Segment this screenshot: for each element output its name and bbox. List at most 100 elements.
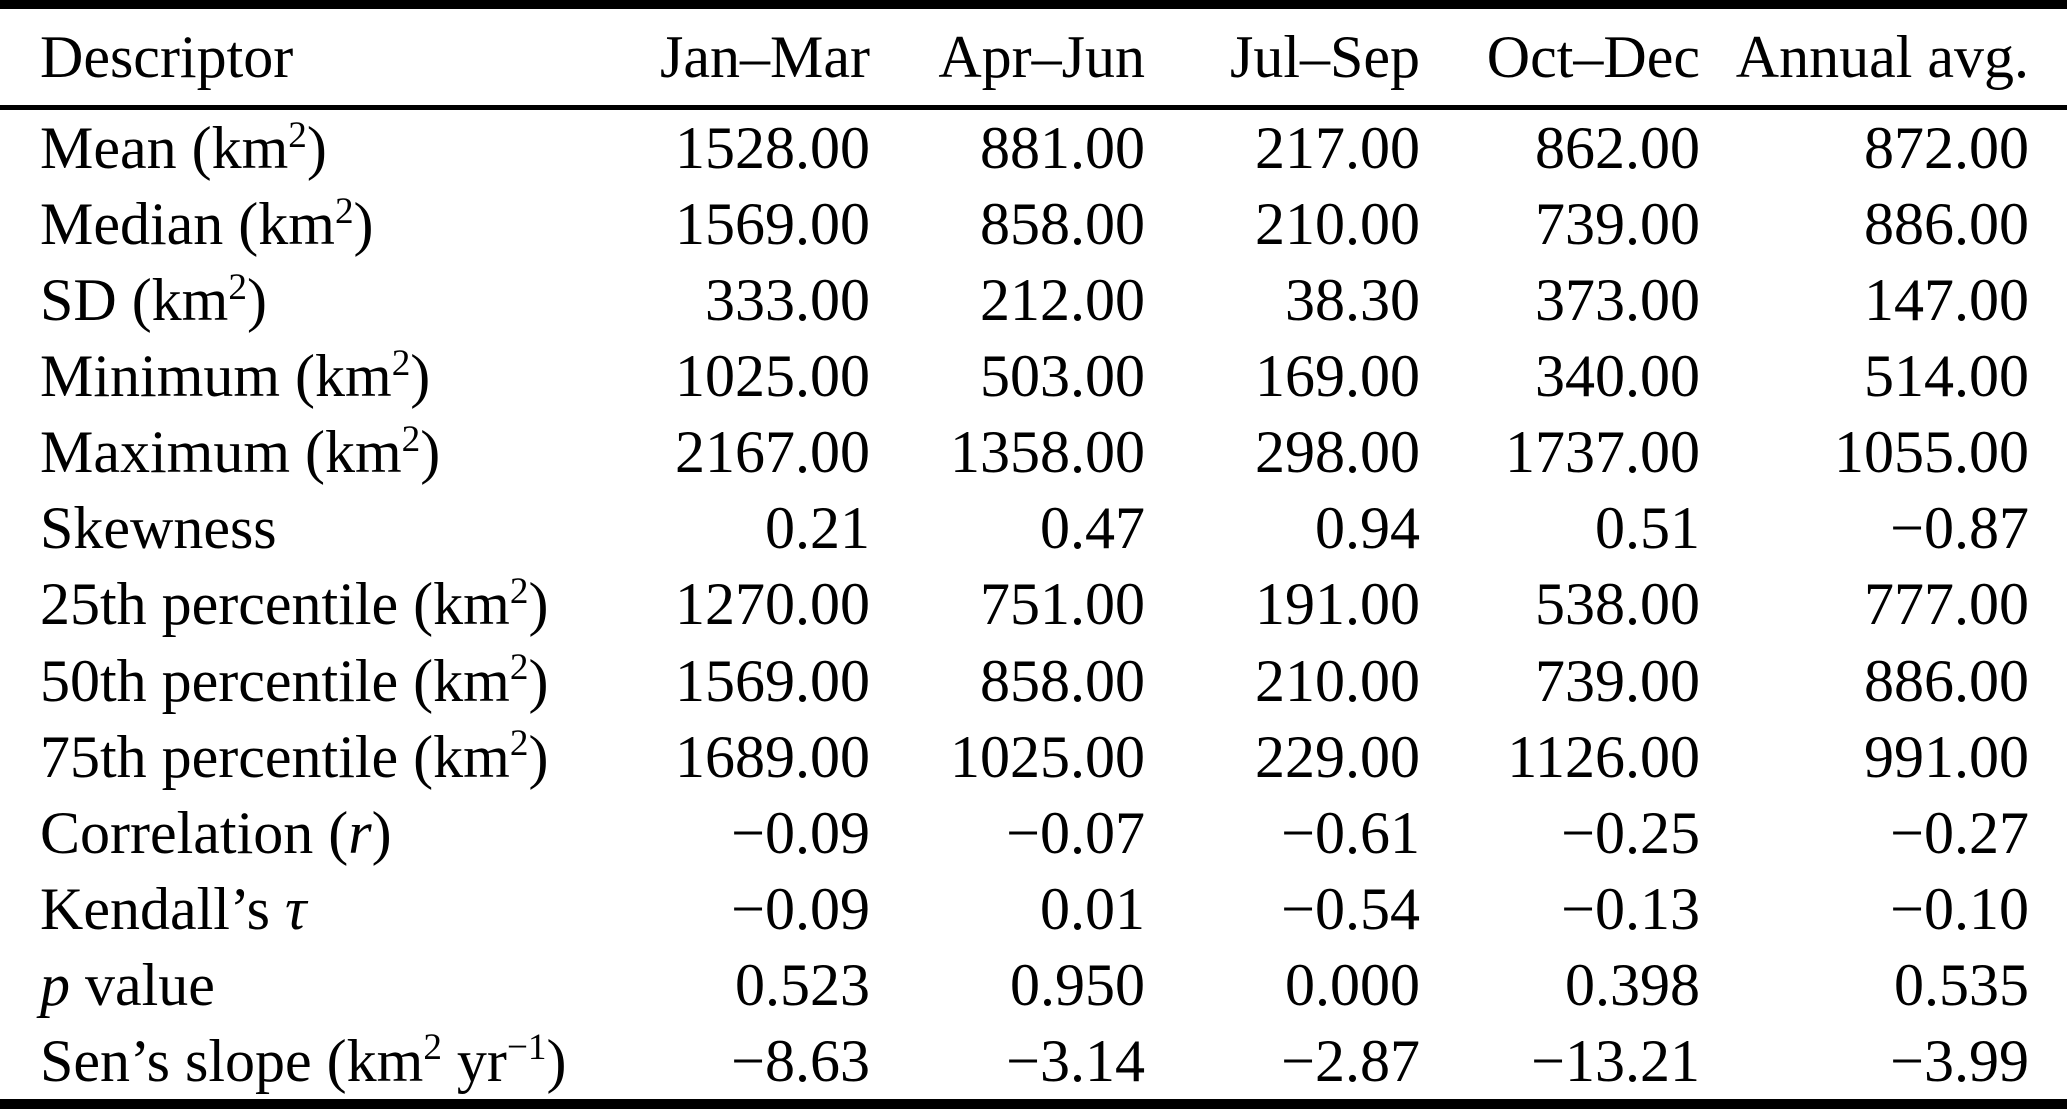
value-cell-q2: 1358.00 (950, 419, 1145, 486)
column-header-annual: Annual avg. (1700, 9, 2067, 110)
value-cell-q2: 751.00 (980, 571, 1145, 638)
table-row: Skewness 0.21 0.47 0.94 0.51 −0.87 (0, 490, 2067, 566)
column-header-descriptor: Descriptor (0, 9, 640, 110)
value-cell-q3: 210.00 (1255, 647, 1420, 714)
table-row: Mean (km2) 1528.00 881.00 217.00 862.00 872.0… (0, 108, 2067, 187)
row-label: Sen’s slope (km2 yr−1) (40, 1027, 567, 1094)
row-label: Maximum (km2) (40, 418, 441, 486)
value-cell-q4: 340.00 (1535, 343, 1700, 410)
value-cell-q1: 1569.00 (675, 191, 870, 258)
value-cell-q2: 1025.00 (950, 723, 1145, 790)
value-cell-q1: −8.63 (731, 1027, 870, 1094)
column-header-q1: Jan–Mar (640, 9, 870, 110)
value-cell-annual: −0.10 (1890, 875, 2029, 942)
value-cell-q4: 1126.00 (1507, 723, 1700, 790)
column-header-q4: Oct–Dec (1420, 9, 1700, 110)
value-cell-q3: 298.00 (1255, 419, 1420, 486)
table-row: Kendall’s τ −0.09 0.01 −0.54 −0.13 −0.10 (0, 871, 2067, 947)
value-cell-q1: 333.00 (705, 267, 870, 334)
value-cell-q4: 538.00 (1535, 571, 1700, 638)
value-cell-q1: −0.09 (731, 799, 870, 866)
table-row: 75th percentile (km2) 1689.00 1025.00 229.0… (0, 719, 2067, 795)
value-cell-annual: 872.00 (1864, 115, 2029, 182)
value-cell-q4: −13.21 (1531, 1027, 1700, 1094)
value-cell-annual: 777.00 (1864, 571, 2029, 638)
value-cell-annual: 886.00 (1864, 647, 2029, 714)
row-label: Minimum (km2) (40, 342, 431, 410)
value-cell-q1: 2167.00 (675, 419, 870, 486)
value-cell-q1: 1689.00 (675, 723, 870, 790)
value-cell-q1: 1569.00 (675, 647, 870, 714)
value-cell-q4: 0.398 (1565, 951, 1700, 1018)
value-cell-q2: 0.950 (1010, 951, 1145, 1018)
value-cell-q4: −0.13 (1561, 875, 1700, 942)
value-cell-q3: 0.94 (1315, 495, 1420, 562)
column-header-q3: Jul–Sep (1145, 9, 1420, 110)
value-cell-q3: 38.30 (1285, 267, 1420, 334)
value-cell-q3: −0.61 (1281, 799, 1420, 866)
seasonal-statistics-table: Descriptor Jan–Mar Apr–Jun Jul–Sep Oct–Dec An… (0, 9, 2067, 1099)
table-row: Correlation (r) −0.09 −0.07 −0.61 −0.25 −0.27 (0, 795, 2067, 871)
row-label: 25th percentile (km2) (40, 570, 549, 638)
value-cell-q1: 1270.00 (675, 571, 870, 638)
value-cell-annual: 1055.00 (1834, 419, 2029, 486)
header-row: Descriptor Jan–Mar Apr–Jun Jul–Sep Oct–Dec An… (0, 9, 2067, 110)
value-cell-q2: 503.00 (980, 343, 1145, 410)
value-cell-q3: 191.00 (1255, 571, 1420, 638)
value-cell-annual: 0.535 (1894, 951, 2029, 1018)
value-cell-q1: 0.21 (765, 495, 870, 562)
table-row: p value 0.523 0.950 0.000 0.398 0.535 (0, 947, 2067, 1023)
value-cell-q3: 217.00 (1255, 115, 1420, 182)
value-cell-q4: −0.25 (1561, 799, 1700, 866)
row-label: 75th percentile (km2) (40, 723, 549, 790)
table-row: Median (km2) 1569.00 858.00 210.00 739.00 886… (0, 186, 2067, 262)
value-cell-q3: 169.00 (1255, 343, 1420, 410)
value-cell-q1: −0.09 (731, 875, 870, 942)
row-label: SD (km2) (40, 266, 267, 334)
value-cell-q4: 0.51 (1595, 495, 1700, 562)
value-cell-q4: 373.00 (1535, 267, 1700, 334)
value-cell-annual: 991.00 (1864, 723, 2029, 790)
value-cell-q1: 1528.00 (675, 115, 870, 182)
value-cell-q2: 881.00 (980, 115, 1145, 182)
value-cell-annual: 147.00 (1864, 267, 2029, 334)
value-cell-q2: 212.00 (980, 267, 1145, 334)
value-cell-q2: 858.00 (980, 647, 1145, 714)
value-cell-q2: 858.00 (980, 191, 1145, 258)
value-cell-q3: −0.54 (1281, 875, 1420, 942)
value-cell-q2: −0.07 (1006, 799, 1145, 866)
value-cell-q3: 0.000 (1285, 951, 1420, 1018)
value-cell-annual: −0.87 (1890, 495, 2029, 562)
row-label: Kendall’s τ (40, 875, 307, 942)
row-label: 50th percentile (km2) (40, 646, 549, 714)
table-body: Mean (km2) 1528.00 881.00 217.00 862.00 872.0… (0, 108, 2067, 1100)
row-label: Skewness (40, 495, 277, 562)
value-cell-q1: 1025.00 (675, 343, 870, 410)
table-row: 50th percentile (km2) 1569.00 858.00 210.00… (0, 643, 2067, 719)
value-cell-q1: 0.523 (735, 951, 870, 1018)
table-row: SD (km2) 333.00 212.00 38.30 373.00 147.00 (0, 262, 2067, 338)
value-cell-q3: −2.87 (1281, 1027, 1420, 1094)
table-row: Minimum (km2) 1025.00 503.00 169.00 340.00 51… (0, 338, 2067, 414)
value-cell-q3: 229.00 (1255, 723, 1420, 790)
value-cell-q4: 1737.00 (1505, 419, 1700, 486)
value-cell-q4: 739.00 (1535, 647, 1700, 714)
value-cell-q2: −3.14 (1006, 1027, 1145, 1094)
table-row: Maximum (km2) 2167.00 1358.00 298.00 1737.00… (0, 414, 2067, 490)
row-label: Median (km2) (40, 190, 374, 258)
value-cell-q2: 0.01 (1040, 875, 1145, 942)
column-header-q2: Apr–Jun (870, 9, 1145, 110)
value-cell-annual: −3.99 (1890, 1027, 2029, 1094)
value-cell-annual: 886.00 (1864, 191, 2029, 258)
value-cell-q3: 210.00 (1255, 191, 1420, 258)
row-label: Mean (km2) (40, 114, 327, 182)
value-cell-q2: 0.47 (1040, 495, 1145, 562)
table-row: 25th percentile (km2) 1270.00 751.00 191.00… (0, 566, 2067, 642)
value-cell-annual: −0.27 (1890, 799, 2029, 866)
table-row: Sen’s slope (km2 yr−1) −8.63 −3.14 −2.87 −13… (0, 1023, 2067, 1099)
row-label: Correlation (r) (40, 799, 392, 866)
value-cell-q4: 862.00 (1535, 115, 1700, 182)
value-cell-q4: 739.00 (1535, 191, 1700, 258)
value-cell-annual: 514.00 (1864, 343, 2029, 410)
